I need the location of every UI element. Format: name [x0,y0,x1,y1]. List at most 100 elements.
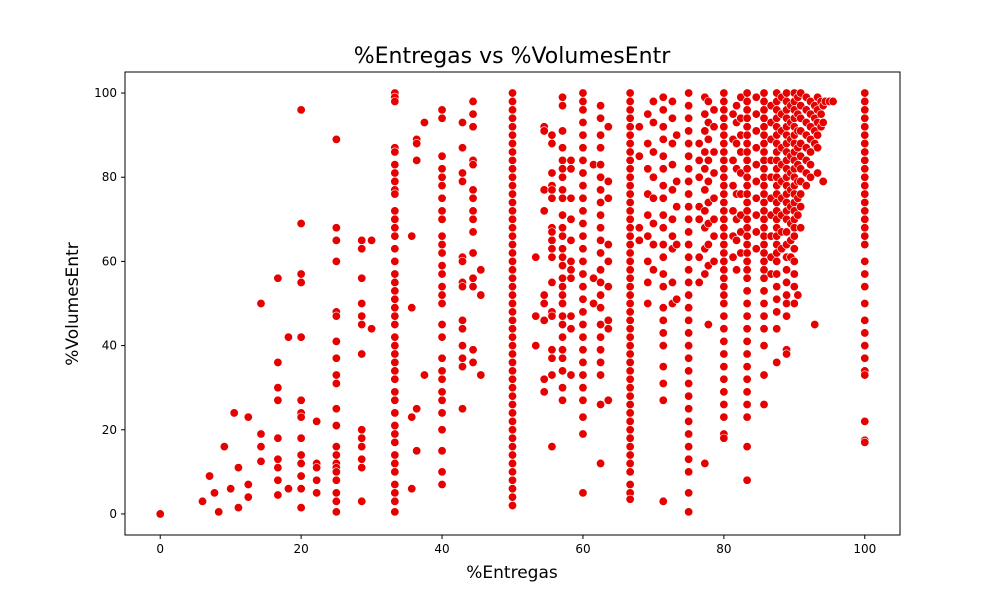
scatter-point [357,320,367,330]
scatter-point [742,475,752,485]
scatter-point [643,109,653,119]
scatter-point [789,231,799,241]
scatter-point [684,378,694,388]
scatter-point [648,193,658,203]
scatter-point [547,139,557,149]
scatter-point [558,155,568,165]
scatter-point [558,126,568,136]
scatter-point [578,130,588,140]
scatter-point [658,92,668,102]
scatter-point [407,484,417,494]
scatter-point [719,282,729,292]
scatter-point [667,113,677,123]
scatter-point [507,155,517,165]
scatter-point [719,139,729,149]
scatter-point [742,442,752,452]
scatter-point [603,193,613,203]
scatter-point [759,223,769,233]
scatter-point [312,488,322,498]
y-tick-label: 80 [102,170,117,184]
scatter-point [331,404,341,414]
scatter-point [625,307,635,317]
scatter-point [296,219,306,229]
scatter-point [742,387,752,397]
scatter-point [558,164,568,174]
scatter-point [625,96,635,106]
scatter-point [437,151,447,161]
scatter-point [658,252,668,262]
scatter-point [634,151,644,161]
scatter-point [643,164,653,174]
scatter-point [742,197,752,207]
scatter-point [390,437,400,447]
scatter-point [578,332,588,342]
scatter-point [539,387,549,397]
scatter-point [331,421,341,431]
scatter-point [860,223,870,233]
scatter-point [709,122,719,132]
scatter-point [412,155,422,165]
scatter-point [684,353,694,363]
scatter-point [578,357,588,367]
scatter-point [782,311,792,321]
scatter-point [390,429,400,439]
scatter-point [367,235,377,245]
scatter-point [312,475,322,485]
scatter-point [357,442,367,452]
scatter-point [625,458,635,468]
scatter-point [507,130,517,140]
scatter-point [507,315,517,325]
scatter-point [603,315,613,325]
scatter-point [468,282,478,292]
scatter-point [419,118,429,128]
scatter-point [578,345,588,355]
scatter-point [468,160,478,170]
scatter-point [558,320,568,330]
scatter-point [596,130,606,140]
scatter-point [547,244,557,254]
scatter-point [751,227,761,237]
scatter-point [732,101,742,111]
scatter-point [742,311,752,321]
scatter-point [860,147,870,157]
scatter-point [596,332,606,342]
scatter-point [719,362,729,372]
scatter-point [357,311,367,321]
scatter-point [703,155,713,165]
scatter-point [507,442,517,452]
scatter-point [772,256,782,266]
scatter-point [684,467,694,477]
scatter-point [558,353,568,363]
scatter-point [658,341,668,351]
scatter-point [547,442,557,452]
scatter-point [719,223,729,233]
scatter-point [357,496,367,506]
scatter-point [694,214,704,224]
scatter-point [625,357,635,367]
scatter-point [818,176,828,186]
scatter-point [634,235,644,245]
scatter-point [407,412,417,422]
scatter-point [625,172,635,182]
scatter-point [719,248,729,258]
scatter-point [578,320,588,330]
scatter-point [155,509,165,519]
scatter-point [390,189,400,199]
scatter-point [719,155,729,165]
scatter-point [732,265,742,275]
data-points [155,88,870,519]
scatter-point [507,231,517,241]
scatter-point [547,277,557,287]
scatter-point [759,298,769,308]
scatter-point [507,349,517,359]
scatter-point [684,126,694,136]
scatter-point [566,370,576,380]
scatter-point [860,139,870,149]
scatter-point [759,273,769,283]
scatter-point [658,134,668,144]
scatter-point [684,240,694,250]
scatter-point [578,370,588,380]
scatter-point [728,109,738,119]
scatter-point [684,454,694,464]
scatter-point [625,383,635,393]
